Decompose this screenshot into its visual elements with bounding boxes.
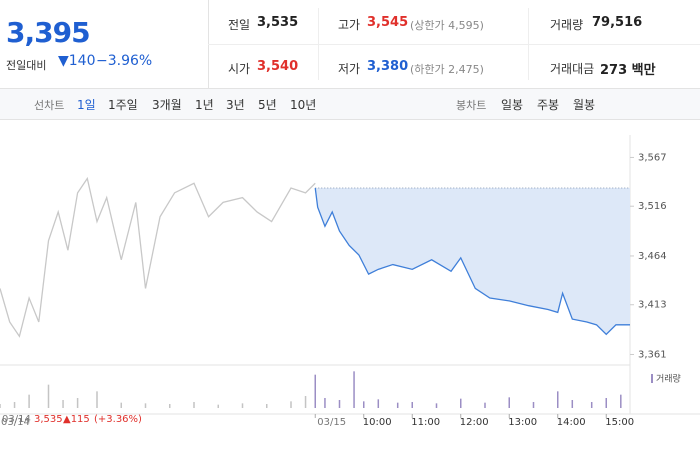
volume-bar	[571, 400, 574, 408]
tab[interactable]: 1년	[195, 98, 214, 112]
x-tick-label: 11:00	[411, 417, 440, 428]
divider	[208, 44, 700, 45]
footer-change: ▲115	[63, 414, 90, 425]
volume-bar	[411, 402, 413, 408]
x-tick-label: 15:00	[605, 417, 634, 428]
note: (상한가 4,595)	[410, 19, 484, 32]
price-line	[0, 176, 316, 338]
x-tick-label: 10:00	[363, 417, 392, 428]
tab[interactable]: 1일	[77, 98, 96, 112]
volume-bar	[266, 404, 268, 408]
volume-bar	[557, 391, 559, 408]
volume-bar	[144, 403, 147, 408]
tab[interactable]: 5년	[258, 98, 277, 112]
y-tick-label: 3,361	[638, 349, 667, 360]
volume-bar	[605, 398, 607, 408]
volume-bar	[76, 398, 79, 408]
volume-bar	[590, 402, 593, 408]
label: 고가	[338, 18, 361, 32]
tab-group-label: 봉차트	[456, 99, 487, 112]
volume-bar	[435, 403, 438, 408]
volume-bar	[62, 400, 64, 408]
volume-bar	[377, 399, 380, 408]
x-tick-label: 13:00	[508, 417, 537, 428]
y-tick-label: 3,413	[638, 300, 667, 311]
tab[interactable]: 1주일	[108, 98, 138, 112]
volume-bar	[314, 374, 316, 408]
volume-bar	[532, 402, 535, 408]
chart: 3,361 3,413 3,464 3,516 3,567 03/14 03/15 10:00…	[0, 119, 700, 428]
change: ▼140	[58, 53, 96, 69]
label: 시가	[228, 62, 251, 76]
volume-bar	[28, 394, 30, 408]
price-box: 3,395 전일대비 ▼140 −3.96%	[0, 0, 209, 88]
value: 273 백만	[600, 63, 656, 78]
label: 거래량	[550, 18, 584, 32]
volume-bar	[396, 402, 399, 408]
volume-bar	[353, 371, 355, 408]
value: 3,540	[257, 59, 299, 74]
day-label: 03/14	[1, 417, 30, 428]
day-label: 03/15	[317, 417, 346, 428]
price-line	[314, 187, 630, 336]
label: 전일	[228, 18, 251, 32]
footer-price: 3,535	[34, 414, 63, 425]
volume-bar	[241, 403, 244, 408]
y-tick-label: 3,516	[638, 201, 667, 212]
volume-bar	[13, 402, 16, 408]
change-label: 전일대비	[6, 59, 47, 72]
tab[interactable]: 3년	[226, 98, 245, 112]
volume-bar	[169, 404, 171, 408]
volume-bar	[290, 401, 292, 408]
value: 3,380	[367, 59, 409, 74]
value: 3,535	[257, 15, 299, 30]
y-tick-label: 3,567	[638, 152, 667, 163]
volume-bar	[217, 404, 219, 408]
tab-bar: 선차트 봉차트 1일 1주일 3개월 1년 3년 5년 10년 일봉 주봉 월봉	[0, 88, 700, 120]
volume-bar	[304, 396, 307, 408]
tab[interactable]: 10년	[290, 98, 317, 112]
value: 3,545	[367, 15, 409, 30]
x-tick-label: 14:00	[557, 417, 586, 428]
label: 거래대금	[550, 62, 595, 76]
area-fill	[315, 188, 630, 335]
volume-bar	[193, 402, 195, 408]
volume-bar	[324, 398, 326, 408]
divider	[528, 8, 529, 80]
volume-bar	[620, 394, 622, 408]
volume-bar	[120, 402, 122, 408]
tab[interactable]: 일봉	[501, 98, 524, 112]
volume-bar	[47, 384, 50, 408]
volume-bar	[363, 401, 365, 408]
footer-date: 03/14	[2, 414, 31, 425]
change-rate: −3.96%	[96, 53, 153, 69]
volume-bar	[96, 391, 98, 408]
volume-bar	[0, 404, 1, 408]
x-tick-label: 12:00	[460, 417, 489, 428]
legend-label: 거래량	[656, 373, 681, 385]
divider	[318, 8, 319, 80]
legend-swatch	[651, 374, 653, 383]
current-price: 3,395	[6, 16, 91, 49]
y-tick-label: 3,464	[638, 251, 667, 262]
label: 저가	[338, 62, 361, 76]
value: 79,516	[592, 15, 643, 30]
volume-bar	[484, 402, 486, 408]
tab[interactable]: 월봉	[573, 98, 596, 112]
volume-bar	[508, 397, 510, 408]
tab[interactable]: 3개월	[152, 98, 182, 112]
volume-bar	[338, 400, 341, 408]
volume-bar	[460, 398, 462, 408]
footer-rate: (+3.36%)	[94, 414, 142, 425]
note: (하한가 2,475)	[410, 63, 484, 76]
tab-group-label: 선차트	[34, 99, 65, 112]
tab[interactable]: 주봉	[537, 98, 560, 112]
